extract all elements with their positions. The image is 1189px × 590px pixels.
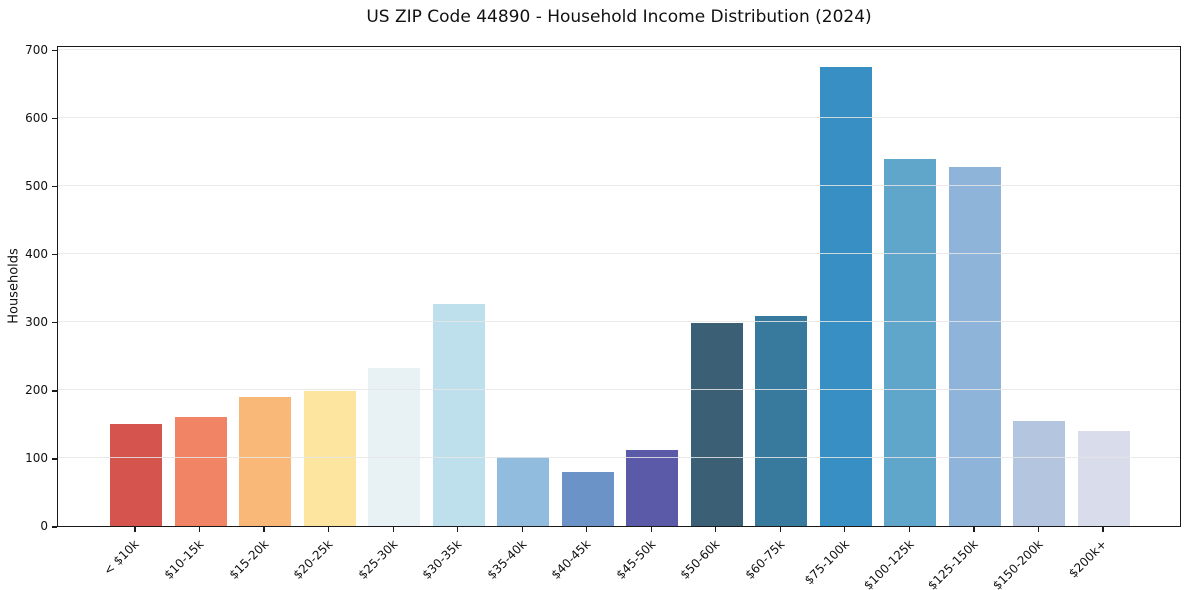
- x-tick-label-0: < $10k: [101, 537, 142, 578]
- bar-2: [239, 396, 292, 526]
- y-tick-mark-0: [52, 526, 57, 528]
- y-tick-mark-100: [52, 458, 57, 460]
- gridline-600: [58, 116, 1180, 118]
- bar-6: [497, 456, 550, 526]
- bar-13: [948, 167, 1001, 526]
- x-tick-mark-2: [263, 527, 265, 532]
- y-tick-mark-400: [52, 254, 57, 256]
- x-tick-label-13: $125-150k: [925, 537, 981, 590]
- gridline-300: [58, 320, 1180, 322]
- x-tick-label-12: $100-125k: [860, 537, 917, 590]
- x-tick-mark-7: [586, 527, 588, 532]
- y-tick-mark-200: [52, 390, 57, 392]
- bar-4: [368, 368, 421, 526]
- x-tick-label-3: $20-25k: [290, 537, 336, 582]
- plot-area: [57, 46, 1181, 527]
- bar-5: [432, 304, 485, 526]
- x-tick-mark-3: [328, 527, 330, 532]
- x-tick-label-6: $35-40k: [484, 537, 530, 582]
- y-tick-label-700: 700: [25, 42, 48, 57]
- x-tick-mark-6: [521, 527, 523, 532]
- bar-9: [690, 323, 743, 526]
- chart-title: US ZIP Code 44890 - Household Income Dis…: [366, 7, 872, 27]
- x-tick-mark-0: [134, 527, 136, 532]
- grid-layer: [58, 47, 1180, 526]
- x-tick-label-14: $150-200k: [989, 537, 1046, 590]
- y-tick-mark-600: [52, 118, 57, 120]
- x-tick-mark-15: [1102, 527, 1104, 532]
- x-tick-label-5: $30-35k: [419, 537, 465, 582]
- y-tick-label-0: 0: [40, 519, 48, 533]
- x-tick-mark-9: [715, 527, 717, 532]
- bar-1: [174, 417, 227, 526]
- x-tick-mark-12: [908, 527, 910, 532]
- bar-10: [755, 315, 808, 526]
- bars-layer: [58, 47, 1180, 526]
- y-tick-label-600: 600: [25, 110, 48, 125]
- y-tick-label-500: 500: [25, 178, 48, 193]
- x-tick-mark-5: [457, 527, 459, 532]
- x-tick-mark-11: [844, 527, 846, 532]
- x-tick-label-4: $25-30k: [355, 537, 401, 582]
- bar-15: [1078, 430, 1130, 526]
- x-tick-mark-8: [650, 527, 652, 532]
- x-tick-mark-4: [392, 527, 394, 532]
- y-tick-mark-700: [52, 50, 57, 52]
- y-tick-label-300: 300: [25, 314, 48, 329]
- bar-7: [561, 471, 614, 526]
- x-tick-label-2: $15-20k: [226, 537, 271, 582]
- x-tick-label-9: $50-60k: [677, 537, 723, 582]
- x-tick-mark-13: [973, 527, 975, 532]
- gridline-500: [58, 184, 1180, 186]
- gridline-200: [58, 388, 1180, 390]
- x-tick-mark-10: [779, 527, 781, 532]
- bar-8: [626, 449, 679, 526]
- gridline-100: [58, 456, 1180, 458]
- bar-12: [884, 158, 937, 526]
- gridline-400: [58, 252, 1180, 254]
- y-tick-label-100: 100: [25, 450, 48, 465]
- x-tick-mark-14: [1037, 527, 1040, 532]
- y-tick-label-400: 400: [25, 246, 48, 261]
- bar-11: [819, 67, 872, 526]
- x-tick-label-15: $200k+: [1066, 537, 1110, 581]
- x-tick-label-1: $10-15k: [161, 537, 207, 582]
- bar-0: [110, 423, 162, 526]
- x-tick-label-10: $60-75k: [742, 537, 788, 582]
- y-tick-mark-500: [52, 186, 57, 188]
- x-tick-label-11: $75-100k: [801, 537, 852, 588]
- y-tick-label-200: 200: [25, 382, 48, 397]
- x-tick-label-8: $45-50k: [613, 537, 659, 582]
- y-tick-mark-300: [52, 322, 57, 324]
- bar-14: [1013, 420, 1066, 526]
- x-tick-mark-1: [198, 527, 201, 532]
- gridline-700: [58, 48, 1180, 50]
- bar-3: [303, 390, 356, 526]
- x-tick-label-7: $40-45k: [548, 537, 594, 582]
